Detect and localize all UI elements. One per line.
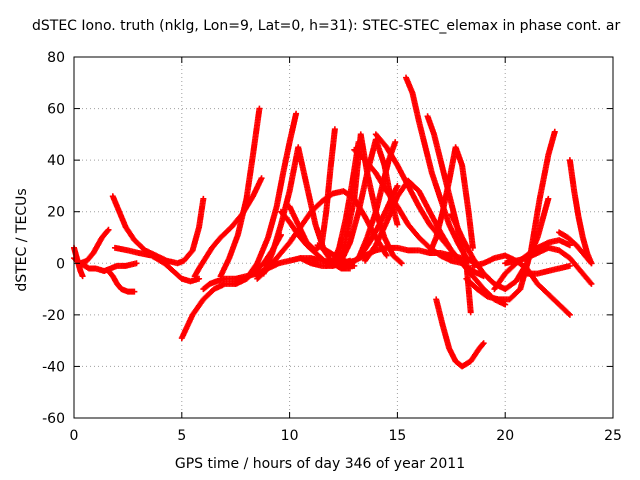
y-axis-label: dSTEC / TECUs xyxy=(14,188,30,292)
data-point xyxy=(104,227,111,234)
series-6 xyxy=(111,244,203,285)
y-tick-label: -20 xyxy=(42,308,65,324)
data-point xyxy=(256,105,263,112)
y-tick-label: 40 xyxy=(47,153,65,169)
y-tick-label: 60 xyxy=(47,102,65,118)
data-point xyxy=(331,126,338,133)
series-4 xyxy=(105,268,138,295)
grid-lines xyxy=(74,57,613,418)
y-tick-label: -60 xyxy=(42,411,65,427)
y-tick-label: 0 xyxy=(56,256,65,272)
data-point xyxy=(131,288,138,295)
x-tick-label: 5 xyxy=(177,428,186,444)
series-5 xyxy=(109,193,207,267)
x-axis-label: GPS time / hours of day 346 of year 2011 xyxy=(174,456,466,472)
series-11 xyxy=(232,110,300,287)
data-point xyxy=(196,275,203,282)
series-28 xyxy=(433,296,487,370)
x-tick-label: 0 xyxy=(70,428,79,444)
series-2 xyxy=(71,226,112,267)
data-series xyxy=(71,74,595,370)
data-point xyxy=(346,265,353,272)
data-point xyxy=(293,110,300,117)
series-10 xyxy=(217,105,263,280)
data-point xyxy=(383,252,390,259)
x-tick-label: 15 xyxy=(388,428,406,444)
data-point xyxy=(200,195,207,202)
x-tick-label: 10 xyxy=(281,428,299,444)
series-3 xyxy=(77,260,140,275)
data-point xyxy=(105,226,112,233)
x-tick-label: 20 xyxy=(496,428,514,444)
y-tick-label: -40 xyxy=(42,359,65,375)
data-point xyxy=(133,260,140,267)
data-point xyxy=(258,175,265,182)
x-tick-label: 25 xyxy=(604,428,622,444)
y-tick-label: 20 xyxy=(47,205,65,221)
chart-title: dSTEC Iono. truth (nklg, Lon=9, Lat=0, h… xyxy=(32,18,621,34)
data-point xyxy=(79,273,86,280)
series-36 xyxy=(523,262,573,277)
series-15 xyxy=(286,126,338,254)
y-tick-label: 80 xyxy=(47,50,65,66)
